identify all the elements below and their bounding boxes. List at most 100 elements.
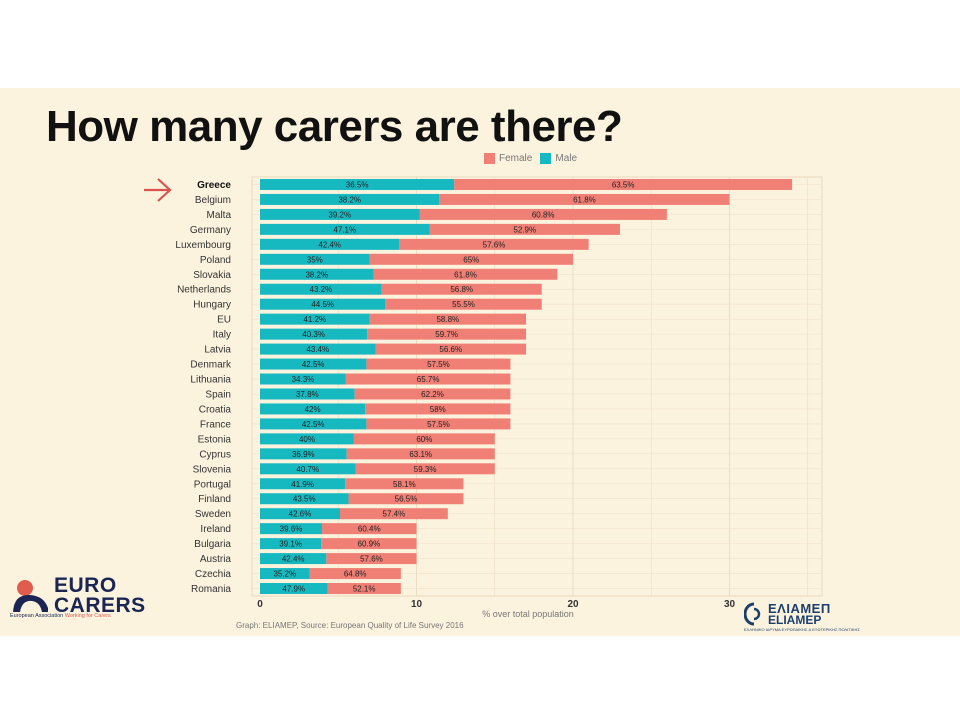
bar-male [260, 418, 367, 430]
bar-female [366, 358, 511, 370]
eurocarers-tagline-a: European Association [10, 613, 64, 619]
category-label: Ireland [200, 524, 231, 535]
bar-label-male: 39.2% [328, 210, 351, 219]
category-label: EU [217, 315, 231, 326]
chart-legend: Female Male [484, 153, 585, 164]
bar-label-female: 61.8% [454, 270, 477, 279]
bar-label-female: 63.1% [409, 450, 432, 459]
bar-male [260, 178, 455, 190]
bar-label-female: 57.5% [427, 360, 450, 369]
eliamep-emblem-icon [744, 602, 761, 626]
bar-female [454, 178, 793, 190]
legend-label-female: Female [499, 153, 533, 164]
bar-label-female: 57.6% [483, 240, 506, 249]
bar-label-male: 36.5% [346, 180, 369, 189]
bar-female [439, 193, 730, 205]
bar-male [260, 478, 346, 490]
bar-label-male: 42.4% [282, 555, 305, 564]
category-label: Slovakia [193, 270, 231, 281]
bar-female [385, 298, 542, 310]
bar-male [260, 253, 370, 265]
bar-female [373, 268, 558, 280]
bar-label-male: 42.5% [302, 420, 325, 429]
legend-item-male: Male [540, 153, 577, 164]
bar-label-female: 62.2% [421, 390, 444, 399]
bar-female [345, 478, 464, 490]
bar-male [260, 568, 310, 580]
bar-label-male: 43.4% [306, 345, 329, 354]
bar-label-female: 57.4% [383, 510, 406, 519]
bar-female [309, 568, 401, 580]
bar-female [399, 238, 589, 250]
bar-female [355, 463, 495, 475]
category-label: Romania [191, 584, 231, 595]
category-label: Croatia [199, 404, 232, 415]
bar-label-male: 41.2% [303, 315, 326, 324]
bar-label-male: 44.5% [311, 300, 334, 309]
bar-female [381, 283, 542, 295]
bar-female [321, 523, 417, 535]
bar-female [429, 223, 620, 235]
bar-label-male: 35% [307, 255, 323, 264]
bar-label-male: 40.7% [296, 465, 319, 474]
category-label: France [200, 419, 232, 430]
bar-label-male: 41.9% [291, 480, 314, 489]
category-label: Luxembourg [175, 240, 231, 251]
legend-item-female: Female [484, 153, 532, 164]
bar-label-male: 43.5% [293, 495, 316, 504]
bar-label-male: 35.2% [273, 570, 296, 579]
bar-male [260, 298, 386, 310]
category-label: Belgium [195, 195, 231, 206]
bar-label-female: 58.1% [393, 480, 416, 489]
category-label: Greece [197, 180, 231, 191]
eliamep-subtitle: ΕΛΛΗΝΙΚΟ ΙΔΡΥΜΑ ΕΥΡΩΠΑΪΚΗΣ & ΕΞΩΤΕΡΙΚΗΣ … [744, 627, 860, 632]
bar-label-male: 43.2% [310, 285, 333, 294]
bar-male [260, 358, 367, 370]
bar-label-male: 42% [305, 405, 321, 414]
x-tick-label: 20 [567, 599, 579, 610]
bar-male [260, 523, 322, 535]
category-label: Lithuania [190, 375, 231, 386]
x-tick-label: 10 [411, 599, 423, 610]
bar-label-female: 56.5% [395, 495, 418, 504]
category-label: Bulgaria [194, 539, 231, 550]
eurocarers-wordmark: EURO CARERS [54, 575, 146, 617]
bar-female [326, 553, 417, 565]
bar-male [260, 373, 346, 385]
bar-female [327, 583, 401, 595]
bar-female [354, 388, 511, 400]
eurocarers-tagline: European Association Working for Carers [10, 613, 111, 619]
category-label: Hungary [193, 300, 231, 311]
bar-male [260, 238, 400, 250]
eurocarers-line2: CARERS [54, 594, 146, 617]
bar-female [369, 313, 527, 325]
bar-male [260, 448, 347, 460]
bar-label-female: 60.9% [358, 540, 381, 549]
bar-female [340, 508, 448, 520]
bar-label-male: 37.8% [296, 390, 319, 399]
eliamep-greek-wordmark: ΕΛΙΑΜΕΠ [768, 601, 831, 616]
bar-label-female: 56.6% [439, 345, 462, 354]
bar-male [260, 268, 374, 280]
bar-label-male: 38.2% [338, 195, 361, 204]
bar-label-female: 52.1% [353, 585, 376, 594]
bar-label-male: 42.4% [318, 240, 341, 249]
bar-male [260, 433, 354, 445]
bar-female [375, 343, 527, 355]
bar-male [260, 193, 440, 205]
bar-label-male: 39.1% [279, 540, 302, 549]
eurocarers-emblem-icon [13, 580, 48, 612]
eliamep-latin-wordmark: ELIAMEP [768, 613, 822, 627]
bar-label-female: 64.8% [344, 570, 367, 579]
bar-label-male: 34.3% [292, 375, 315, 384]
bar-male [260, 553, 327, 565]
category-label: Cyprus [199, 449, 231, 460]
category-label: Netherlands [177, 285, 231, 296]
legend-label-male: Male [555, 153, 578, 164]
bar-label-female: 58% [430, 405, 446, 414]
bar-male [260, 223, 430, 235]
legend-swatch-female [484, 153, 495, 164]
bar-label-female: 52.9% [513, 225, 536, 234]
bar-female [321, 538, 417, 550]
